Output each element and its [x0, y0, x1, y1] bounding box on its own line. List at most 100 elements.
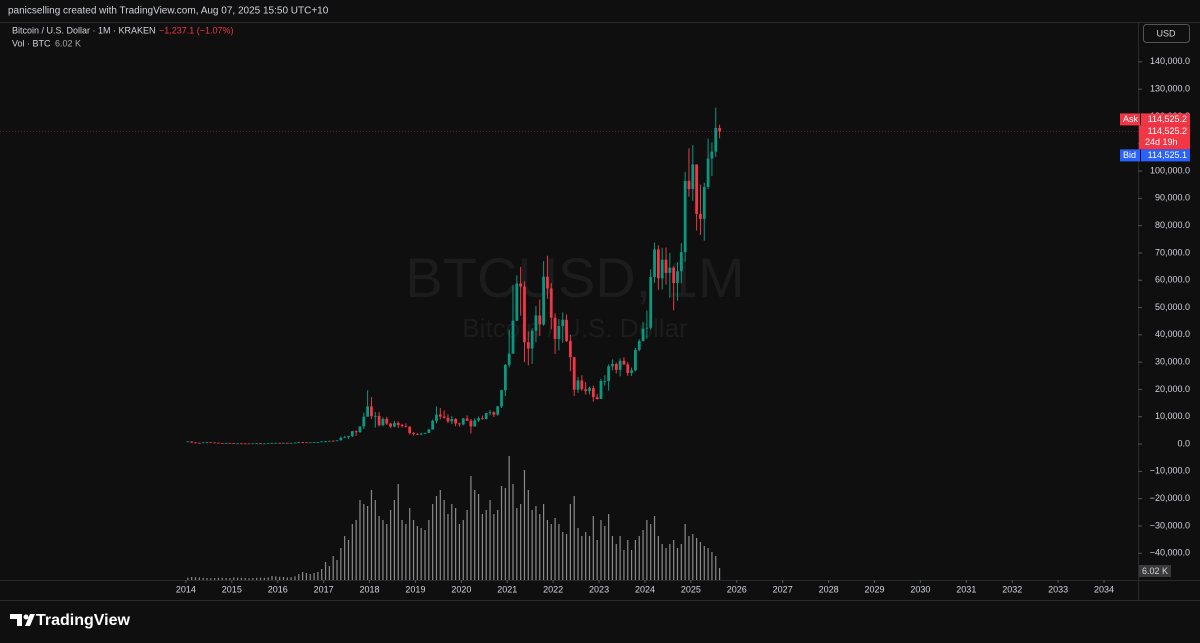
volume-bar [233, 577, 235, 580]
candle-body [419, 433, 423, 435]
candle-body [435, 414, 438, 421]
volume-bar [512, 484, 514, 580]
volume-bar [535, 506, 537, 580]
candle-body [526, 342, 530, 349]
volume-bar [718, 567, 721, 580]
currency[interactable]: USD [1156, 28, 1176, 38]
x-tick-label: 2031 [956, 584, 976, 594]
candle-body [461, 418, 465, 425]
currency-button[interactable] [1143, 24, 1190, 43]
candle-body [347, 436, 350, 438]
volume-bar [389, 510, 392, 580]
candle-body [209, 442, 213, 444]
bid-tag [1120, 149, 1190, 162]
volume-bar [286, 577, 288, 580]
x-tick-label: 2019 [405, 584, 425, 594]
volume-bar [405, 524, 407, 580]
candle-body [542, 276, 545, 325]
candle-body [316, 442, 320, 443]
volume-bar [401, 520, 403, 580]
volume-bar [684, 524, 686, 580]
volume-bar [500, 486, 503, 580]
y-tick-label: 100,000.0 [1150, 165, 1190, 175]
volume-bar [615, 544, 617, 580]
candle-body [389, 423, 392, 427]
candle-body [599, 380, 603, 400]
y-tick-label: 70,000.0 [1155, 247, 1190, 257]
x-tick-label: 2032 [1002, 584, 1022, 594]
volume-bar [688, 536, 690, 580]
volume-bar [443, 500, 445, 580]
volume-bar [340, 548, 342, 580]
candle-body [255, 443, 259, 445]
candle-body [568, 341, 572, 358]
ask-tag [1120, 113, 1190, 126]
volume-bar [470, 476, 472, 580]
candle-body [645, 327, 649, 329]
volume-bar [715, 556, 717, 580]
candle-body [262, 443, 266, 445]
ask-price: 114,525.2 [1148, 114, 1187, 124]
volume-bar [531, 510, 533, 580]
volume-bar [707, 548, 709, 580]
x-tick-label: 2017 [314, 584, 334, 594]
candle-body [653, 249, 656, 277]
candle-body [320, 441, 324, 443]
candle-body [285, 442, 289, 444]
volume-bar [550, 524, 552, 580]
x-tick-label: 2030 [910, 584, 930, 594]
candle-body [415, 433, 419, 435]
candle-body [607, 366, 611, 381]
volume-bar [592, 516, 594, 580]
y-tick-label: 90,000.0 [1155, 193, 1190, 203]
y-tick-label: −30,000.0 [1150, 520, 1190, 530]
volume-value: 6.02 K [55, 38, 81, 48]
volume-bar [317, 572, 319, 580]
volume-bar [309, 574, 311, 580]
volume-bar [562, 532, 564, 580]
volume-bar [240, 577, 242, 580]
volume-bar [194, 577, 197, 580]
volume-bar [523, 470, 526, 580]
candle-body [488, 412, 492, 414]
candle-body [530, 330, 534, 349]
candle-body [324, 441, 327, 443]
volume-bar [600, 520, 602, 580]
candle-body [538, 315, 542, 325]
candle-body [450, 418, 454, 422]
candle-body [588, 388, 591, 392]
ask-sep [1140, 113, 1141, 126]
candle-body [239, 443, 243, 445]
volume-bar [424, 530, 426, 580]
candle-body [672, 267, 676, 283]
candle-body [427, 429, 431, 433]
candle-body [282, 442, 285, 444]
candle-body [576, 380, 580, 390]
candle-body [519, 283, 523, 287]
candle-body [243, 443, 247, 445]
volume-bar [462, 520, 464, 580]
candle-body [385, 418, 389, 424]
candle-body [350, 431, 354, 437]
x-tick-label: 2025 [681, 584, 701, 594]
candle-body [228, 443, 232, 444]
volume-bar [619, 536, 621, 580]
candle-body [232, 443, 236, 444]
volume-bar [451, 504, 453, 580]
bid-price: 114,525.1 [1148, 150, 1187, 160]
candle-body [507, 353, 511, 365]
candle-body [484, 413, 488, 420]
volume-bar [225, 578, 227, 580]
volume-bar [210, 578, 212, 580]
volume-bar [673, 540, 675, 580]
candle-body [706, 158, 710, 187]
y-tick-label: 140,000.0 [1150, 56, 1190, 66]
volume-bar [420, 528, 422, 580]
candle-body [477, 418, 480, 421]
candle-body [634, 349, 637, 371]
watermark-name: Bitcoin / U.S. Dollar [462, 313, 688, 343]
volume-bar [367, 506, 369, 580]
volume-bar [466, 510, 468, 580]
candle-body [331, 440, 335, 442]
candle-body [423, 432, 427, 434]
